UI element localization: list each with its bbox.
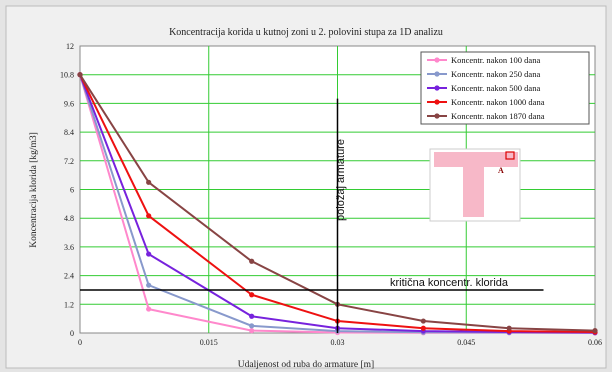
y-axis-label: Koncentracija klorida [kg/m3] xyxy=(29,132,39,248)
legend-item: Koncentr. nakon 500 dana xyxy=(427,83,540,93)
inset-web xyxy=(463,167,484,217)
x-tick-label: 0.06 xyxy=(588,338,602,347)
x-tick-label: 0 xyxy=(78,338,82,347)
annotations xyxy=(80,98,544,333)
data-point xyxy=(146,251,152,257)
data-point xyxy=(420,325,426,331)
legend-label: Koncentr. nakon 250 dana xyxy=(451,69,540,79)
data-point xyxy=(249,313,255,319)
legend-swatch-marker xyxy=(434,113,440,119)
data-point xyxy=(420,318,426,324)
legend-box xyxy=(420,51,590,125)
x-tick-label: 0.03 xyxy=(331,338,345,347)
rebar-position-label: položaj armature xyxy=(335,139,347,221)
legend-swatch-marker xyxy=(434,99,440,105)
x-axis-label: Udaljenost od ruba do armature [m] xyxy=(238,360,374,370)
x-tick-label: 0.015 xyxy=(200,338,218,347)
legend-item: Koncentr. nakon 100 dana xyxy=(427,55,540,65)
data-point xyxy=(146,213,152,219)
y-tick-label: 1.2 xyxy=(64,300,74,309)
legend: Koncentr. nakon 100 dana Koncentr. nakon … xyxy=(420,51,590,125)
x-tick-label: 0.045 xyxy=(457,338,475,347)
data-point xyxy=(146,282,152,288)
y-tick-label: 0 xyxy=(70,329,74,338)
chart-title: Koncentracija korida u kutnoj zoni u 2. … xyxy=(169,27,443,38)
y-tick-label: 3.6 xyxy=(64,243,74,252)
data-point xyxy=(592,328,598,334)
data-point xyxy=(249,258,255,264)
legend-swatch-marker xyxy=(434,85,440,91)
data-point xyxy=(249,323,255,329)
legend-label: Koncentr. nakon 1000 dana xyxy=(451,97,545,107)
data-point xyxy=(249,328,255,334)
inset-marker-label: A xyxy=(498,166,504,175)
inset-flange xyxy=(434,152,518,167)
y-tick-label: 2.4 xyxy=(64,272,74,281)
y-tick-label: 10.8 xyxy=(60,71,74,80)
y-tick-label: 7.2 xyxy=(64,157,74,166)
y-tick-label: 8.4 xyxy=(64,128,74,137)
data-point xyxy=(146,306,152,312)
legend-item: Koncentr. nakon 1000 dana xyxy=(427,97,545,107)
legend-swatch-marker xyxy=(434,71,440,77)
legend-swatch-marker xyxy=(434,57,440,63)
data-point xyxy=(506,325,512,331)
inset-marker-a xyxy=(505,151,515,160)
legend-label: Koncentr. nakon 1870 dana xyxy=(451,111,545,121)
legend-label: Koncentr. nakon 100 dana xyxy=(451,55,540,65)
data-point xyxy=(146,179,152,185)
critical-concentration-label: kritična koncentr. klorida xyxy=(390,277,509,289)
y-tick-label: 4.8 xyxy=(64,214,74,223)
tick-labels: 0 1.2 2.4 3.6 4.8 6 7.2 8.4 9.6 10.8 12 0 0.015 0.03 0… xyxy=(60,42,602,347)
legend-item: Koncentr. nakon 1870 dana xyxy=(427,111,545,121)
y-tick-label: 6 xyxy=(70,186,74,195)
legend-item: Koncentr. nakon 250 dana xyxy=(427,69,540,79)
legend-label: Koncentr. nakon 500 dana xyxy=(451,83,540,93)
data-point xyxy=(249,292,255,298)
data-point xyxy=(77,72,83,78)
y-tick-label: 9.6 xyxy=(64,99,74,108)
y-tick-label: 12 xyxy=(66,42,74,51)
cross-section-inset: A xyxy=(429,148,521,222)
